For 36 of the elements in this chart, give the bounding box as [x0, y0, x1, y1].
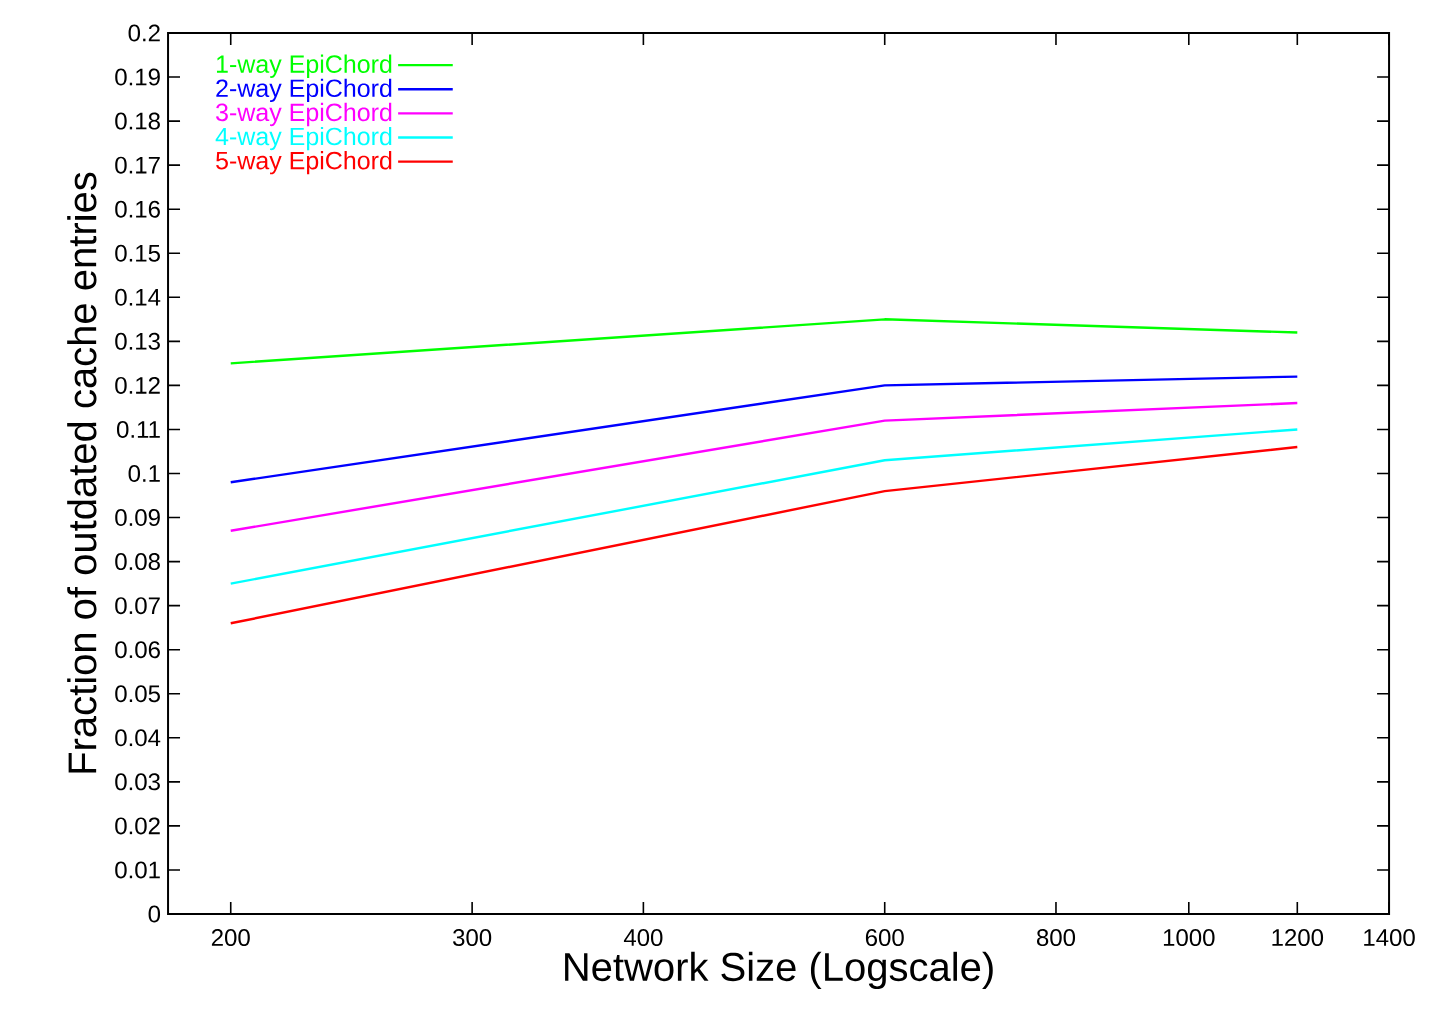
y-tick-label: 0.12: [115, 376, 160, 394]
x-tick-label: 800: [1036, 929, 1076, 947]
y-tick-label: 0.13: [115, 332, 160, 350]
y-tick-label: 0.08: [115, 553, 160, 571]
x-tick-label: 300: [453, 929, 492, 947]
y-tick-label: 0: [148, 905, 161, 923]
y-axis-title: Fraction of outdated cache entries: [67, 172, 97, 773]
y-tick-label: 0.1: [128, 465, 160, 482]
y-tick-label: 0.09: [115, 509, 160, 527]
x-tick-label: 1400: [1364, 929, 1415, 947]
x-tick-label: 1200: [1272, 929, 1324, 947]
y-tick-label: 0.15: [115, 244, 160, 262]
legend-label: 5-way EpiChord: [216, 151, 392, 175]
y-tick-label: 0.02: [115, 817, 160, 835]
x-tick-label: 1000: [1163, 929, 1215, 947]
y-tick-label: 0.05: [115, 685, 160, 703]
x-tick-label: 200: [211, 929, 250, 947]
y-tick-label: 0.18: [115, 112, 160, 130]
y-tick-label: 0.07: [115, 597, 160, 615]
y-tick-label: 0.17: [115, 156, 160, 174]
x-axis-title: Network Size (Logscale): [565, 951, 993, 990]
x-tick-label: 400: [623, 929, 663, 947]
y-tick-label: 0.16: [115, 200, 160, 218]
legend-label: 1-way EpiChord: [216, 54, 392, 78]
y-tick-label: 0.03: [115, 773, 160, 791]
y-tick-label: 0.2: [128, 24, 160, 42]
legend-label: 4-way EpiChord: [215, 126, 392, 151]
legend-label: 3-way EpiChord: [216, 102, 392, 127]
y-tick-label: 0.19: [115, 68, 160, 86]
y-tick-label: 0.14: [115, 288, 161, 306]
legend-label: 2-way EpiChord: [216, 78, 392, 103]
y-tick-label: 0.01: [115, 861, 160, 879]
y-tick-label: 0.06: [115, 641, 160, 659]
x-tick-label: 600: [865, 929, 904, 947]
y-tick-label: 0.11: [116, 420, 160, 438]
y-tick-label: 0.04: [115, 729, 161, 747]
